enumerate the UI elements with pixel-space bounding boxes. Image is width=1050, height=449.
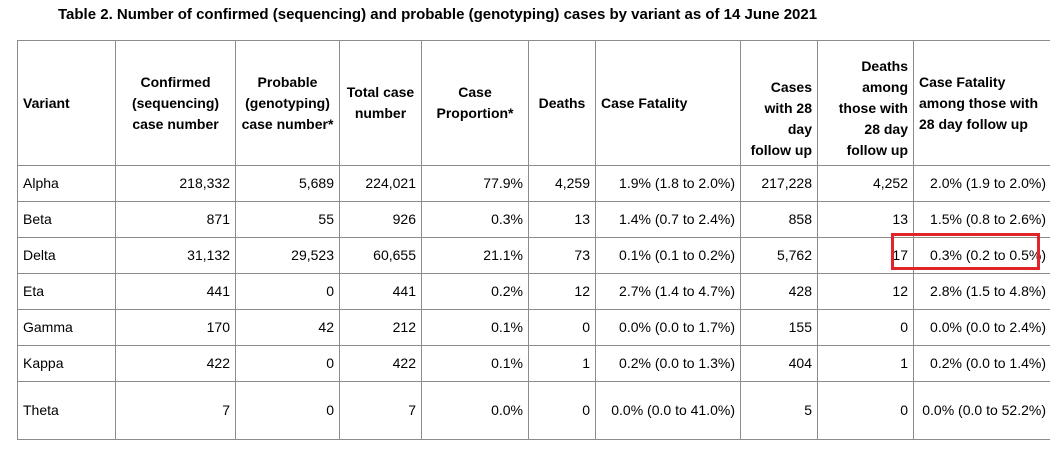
- header-variant: Variant: [17, 40, 116, 166]
- cell-proportion: 21.1%: [421, 237, 529, 274]
- header-fatality-28: Case Fatality among those with 28 day fo…: [913, 40, 1050, 166]
- cell-fatality28: 0.0% (0.0 to 52.2%): [913, 381, 1050, 440]
- table-row: Alpha 218,332 5,689 224,021 77.9% 4,259 1.9% (…: [17, 165, 1050, 202]
- cell-probable: 42: [235, 309, 340, 346]
- cell-fatality: 2.7% (1.4 to 4.7%): [595, 273, 741, 310]
- cell-probable: 0: [235, 381, 340, 440]
- cell-total: 926: [339, 201, 422, 238]
- cell-probable: 0: [235, 273, 340, 310]
- header-total: Total case number: [339, 40, 422, 166]
- cell-variant: Beta: [17, 201, 116, 238]
- header-cases-28: Cases with 28 day follow up: [740, 40, 818, 166]
- cell-cases28: 155: [740, 309, 818, 346]
- header-deaths-28: Deaths among those with 28 day follow up: [817, 40, 914, 166]
- cell-fatality28: 1.5% (0.8 to 2.6%): [913, 201, 1050, 238]
- cell-probable: 5,689: [235, 165, 340, 202]
- table-title: Table 2. Number of confirmed (sequencing…: [58, 6, 818, 23]
- cell-fatality28: 0.2% (0.0 to 1.4%): [913, 345, 1050, 382]
- cell-confirmed: 422: [115, 345, 236, 382]
- cell-fatality28: 0.0% (0.0 to 2.4%): [913, 309, 1050, 346]
- cell-fatality: 0.2% (0.0 to 1.3%): [595, 345, 741, 382]
- cell-deaths28: 12: [817, 273, 914, 310]
- cell-fatality28: 0.3% (0.2 to 0.5%): [913, 237, 1050, 274]
- cell-confirmed: 170: [115, 309, 236, 346]
- cell-cases28: 428: [740, 273, 818, 310]
- cell-deaths28: 0: [817, 381, 914, 440]
- cell-fatality: 1.9% (1.8 to 2.0%): [595, 165, 741, 202]
- cell-cases28: 217,228: [740, 165, 818, 202]
- cell-deaths: 73: [528, 237, 596, 274]
- cell-proportion: 0.1%: [421, 345, 529, 382]
- cell-confirmed: 871: [115, 201, 236, 238]
- header-fatality: Case Fatality: [595, 40, 741, 166]
- cell-proportion: 0.3%: [421, 201, 529, 238]
- cell-total: 7: [339, 381, 422, 440]
- cell-fatality: 1.4% (0.7 to 2.4%): [595, 201, 741, 238]
- cell-total: 60,655: [339, 237, 422, 274]
- table-row: Gamma 170 42 212 0.1% 0 0.0% (0.0 to 1.7%) 155 0…: [17, 309, 1050, 346]
- cell-variant: Gamma: [17, 309, 116, 346]
- cell-deaths: 1: [528, 345, 596, 382]
- cell-variant: Alpha: [17, 165, 116, 202]
- cell-deaths28: 13: [817, 201, 914, 238]
- variant-table: Variant Confirmed (sequencing) case numb…: [17, 40, 1050, 440]
- cell-deaths28: 4,252: [817, 165, 914, 202]
- header-probable: Probable (genotyping) case number*: [235, 40, 340, 166]
- cell-deaths28: 17: [817, 237, 914, 274]
- cell-confirmed: 7: [115, 381, 236, 440]
- header-deaths: Deaths: [528, 40, 596, 166]
- table-row: Eta 441 0 441 0.2% 12 2.7% (1.4 to 4.7%) 428 12 2…: [17, 273, 1050, 310]
- cell-cases28: 5: [740, 381, 818, 440]
- cell-probable: 55: [235, 201, 340, 238]
- cell-deaths28: 0: [817, 309, 914, 346]
- cell-probable: 29,523: [235, 237, 340, 274]
- table-row: Theta 7 0 7 0.0% 0 0.0% (0.0 to 41.0%) 5 0 0.0% (…: [17, 381, 1050, 440]
- cell-variant: Eta: [17, 273, 116, 310]
- cell-deaths: 13: [528, 201, 596, 238]
- cell-deaths: 0: [528, 381, 596, 440]
- cell-deaths: 0: [528, 309, 596, 346]
- header-confirmed: Confirmed (sequencing) case number: [115, 40, 236, 166]
- cell-deaths: 12: [528, 273, 596, 310]
- cell-deaths28: 1: [817, 345, 914, 382]
- cell-confirmed: 31,132: [115, 237, 236, 274]
- cell-fatality: 0.0% (0.0 to 1.7%): [595, 309, 741, 346]
- cell-fatality28: 2.8% (1.5 to 4.8%): [913, 273, 1050, 310]
- table-row: Delta 31,132 29,523 60,655 21.1% 73 0.1% (0.1 …: [17, 237, 1050, 274]
- cell-variant: Kappa: [17, 345, 116, 382]
- header-proportion: Case Proportion*: [421, 40, 529, 166]
- table-row: Kappa 422 0 422 0.1% 1 0.2% (0.0 to 1.3%) 404 1 0…: [17, 345, 1050, 382]
- table-row: Beta 871 55 926 0.3% 13 1.4% (0.7 to 2.4%) 858 1…: [17, 201, 1050, 238]
- cell-cases28: 404: [740, 345, 818, 382]
- cell-fatality: 0.0% (0.0 to 41.0%): [595, 381, 741, 440]
- cell-cases28: 858: [740, 201, 818, 238]
- cell-confirmed: 218,332: [115, 165, 236, 202]
- cell-cases28: 5,762: [740, 237, 818, 274]
- header-row: Variant Confirmed (sequencing) case numb…: [17, 40, 1050, 166]
- cell-proportion: 0.2%: [421, 273, 529, 310]
- cell-proportion: 0.0%: [421, 381, 529, 440]
- cell-total: 212: [339, 309, 422, 346]
- cell-probable: 0: [235, 345, 340, 382]
- cell-confirmed: 441: [115, 273, 236, 310]
- cell-proportion: 77.9%: [421, 165, 529, 202]
- cell-total: 224,021: [339, 165, 422, 202]
- cell-variant: Theta: [17, 381, 116, 440]
- cell-total: 422: [339, 345, 422, 382]
- cell-fatality: 0.1% (0.1 to 0.2%): [595, 237, 741, 274]
- cell-deaths: 4,259: [528, 165, 596, 202]
- cell-fatality28: 2.0% (1.9 to 2.0%): [913, 165, 1050, 202]
- cell-total: 441: [339, 273, 422, 310]
- cell-variant: Delta: [17, 237, 116, 274]
- cell-proportion: 0.1%: [421, 309, 529, 346]
